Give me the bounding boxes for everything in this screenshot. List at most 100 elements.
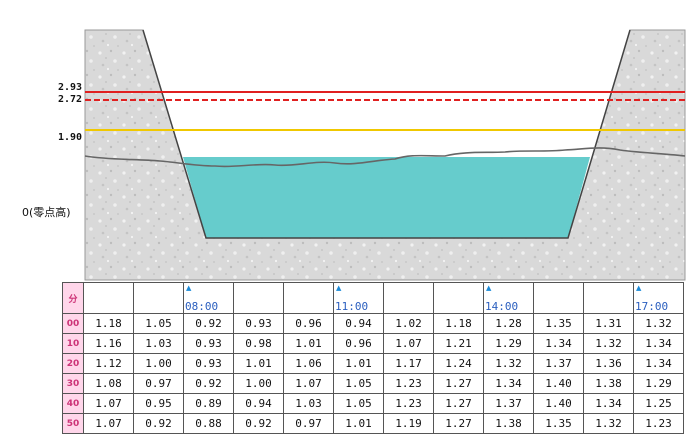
river-cross-section (84, 29, 686, 281)
level-value-cell: 1.34 (633, 333, 684, 354)
level-value-cell: 1.03 (283, 393, 334, 414)
level-value-cell: 1.07 (83, 393, 134, 414)
level-value-cell: 1.32 (633, 313, 684, 334)
time-marker-icon: ▲ (336, 284, 342, 292)
hour-column-header: ▲ 08:00 (183, 282, 234, 314)
level-value-cell: 1.32 (483, 353, 534, 374)
hour-column-header: ▲ 11:00 (333, 282, 384, 314)
level-value-cell: 0.95 (133, 393, 184, 414)
level-value-cell: 1.03 (133, 333, 184, 354)
hour-column-header: ▲ 17:00 (633, 282, 684, 314)
level-value-cell: 0.93 (183, 333, 234, 354)
table-row: 50 1.07 0.92 0.88 0.92 0.97 1.01 1.19 1.27 1.38 1.… (62, 413, 684, 434)
level-value-cell: 1.27 (433, 373, 484, 394)
level-value-cell: 0.96 (333, 333, 384, 354)
level-value-cell: 1.23 (383, 393, 434, 414)
level-value-cell: 1.31 (583, 313, 634, 334)
level-value-cell: 1.05 (333, 373, 384, 394)
hour-column-header (283, 282, 334, 314)
time-label: 08:00 (185, 300, 219, 313)
table-row: 40 1.07 0.95 0.89 0.94 1.03 1.05 1.23 1.27 1.37 1.… (62, 393, 684, 414)
level-value-cell: 0.94 (233, 393, 284, 414)
minute-label: 40 (62, 393, 84, 414)
level-value-cell: 1.35 (533, 313, 584, 334)
time-marker-icon: ▲ (486, 284, 492, 292)
time-label: 17:00 (635, 300, 669, 313)
hour-column-header (83, 282, 134, 314)
level-value-cell: 1.18 (83, 313, 134, 334)
minute-label: 00 (62, 313, 84, 334)
level-value-cell: 0.94 (333, 313, 384, 334)
level-value-cell: 1.19 (383, 413, 434, 434)
level-value-cell: 1.27 (433, 393, 484, 414)
hour-column-header: ▲ 14:00 (483, 282, 534, 314)
level-value-cell: 1.24 (433, 353, 484, 374)
level-value-cell: 1.23 (383, 373, 434, 394)
level-value-cell: 0.92 (133, 413, 184, 434)
level-value-cell: 1.40 (533, 373, 584, 394)
level-value-cell: 1.34 (483, 373, 534, 394)
time-label: 11:00 (335, 300, 369, 313)
level-value-cell: 1.06 (283, 353, 334, 374)
level-value-cell: 1.34 (533, 333, 584, 354)
minute-header: 分 (62, 282, 84, 314)
water-surface-line (84, 147, 686, 168)
water-level-table: 分 ▲ 08:00 ▲ 11:00 ▲ 14:00 ▲ 17:00 00 1.18 1.05 0.92 0… (62, 282, 684, 434)
level-value-cell: 1.25 (633, 393, 684, 414)
level-value-cell: 1.17 (383, 353, 434, 374)
level-value-cell: 1.40 (533, 393, 584, 414)
minute-label: 30 (62, 373, 84, 394)
level-value-cell: 1.34 (583, 393, 634, 414)
level-value-cell: 1.36 (583, 353, 634, 374)
hour-column-header (133, 282, 184, 314)
level-value-cell: 1.05 (133, 313, 184, 334)
level-value-cell: 0.93 (183, 353, 234, 374)
time-marker-icon: ▲ (636, 284, 642, 292)
channel-outline (142, 29, 631, 239)
level-value-cell: 1.23 (633, 413, 684, 434)
level-value-cell: 1.16 (83, 333, 134, 354)
table-row: 00 1.18 1.05 0.92 0.93 0.96 0.94 1.02 1.18 1.28 1.… (62, 313, 684, 334)
level-value-cell: 1.18 (433, 313, 484, 334)
level-value-cell: 1.21 (433, 333, 484, 354)
level-value-cell: 1.01 (233, 353, 284, 374)
level-value-cell: 1.01 (283, 333, 334, 354)
ground-left-bank (84, 29, 686, 281)
level-value-cell: 1.38 (483, 413, 534, 434)
level-value-cell: 1.32 (583, 413, 634, 434)
level-value-cell: 1.27 (433, 413, 484, 434)
level-label-caution: 1.90 (58, 132, 83, 143)
minute-label: 50 (62, 413, 84, 434)
level-value-cell: 1.01 (333, 413, 384, 434)
level-value-cell: 0.97 (133, 373, 184, 394)
hour-column-header (383, 282, 434, 314)
level-value-cell: 0.97 (283, 413, 334, 434)
level-value-cell: 0.92 (183, 373, 234, 394)
hour-column-header (433, 282, 484, 314)
minute-label: 10 (62, 333, 84, 354)
water-body (183, 157, 590, 238)
level-label-danger: 2.93 (58, 82, 83, 93)
level-value-cell: 1.07 (283, 373, 334, 394)
table-row: 20 1.12 1.00 0.93 1.01 1.06 1.01 1.17 1.24 1.32 1.… (62, 353, 684, 374)
level-value-cell: 1.00 (133, 353, 184, 374)
level-value-cell: 1.07 (383, 333, 434, 354)
level-value-cell: 1.05 (333, 393, 384, 414)
level-value-cell: 0.93 (233, 313, 284, 334)
hour-column-header (583, 282, 634, 314)
level-value-cell: 1.00 (233, 373, 284, 394)
level-value-cell: 1.29 (483, 333, 534, 354)
level-value-cell: 1.35 (533, 413, 584, 434)
level-value-cell: 1.32 (583, 333, 634, 354)
level-label-warning: 2.72 (58, 94, 83, 105)
level-value-cell: 0.96 (283, 313, 334, 334)
level-value-cell: 1.12 (83, 353, 134, 374)
level-value-cell: 1.38 (583, 373, 634, 394)
zero-point-label: 0(零点高) (22, 206, 71, 219)
hour-column-header (533, 282, 584, 314)
level-value-cell: 0.92 (233, 413, 284, 434)
level-value-cell: 1.07 (83, 413, 134, 434)
level-value-cell: 0.98 (233, 333, 284, 354)
level-value-cell: 1.29 (633, 373, 684, 394)
level-value-cell: 1.37 (483, 393, 534, 414)
